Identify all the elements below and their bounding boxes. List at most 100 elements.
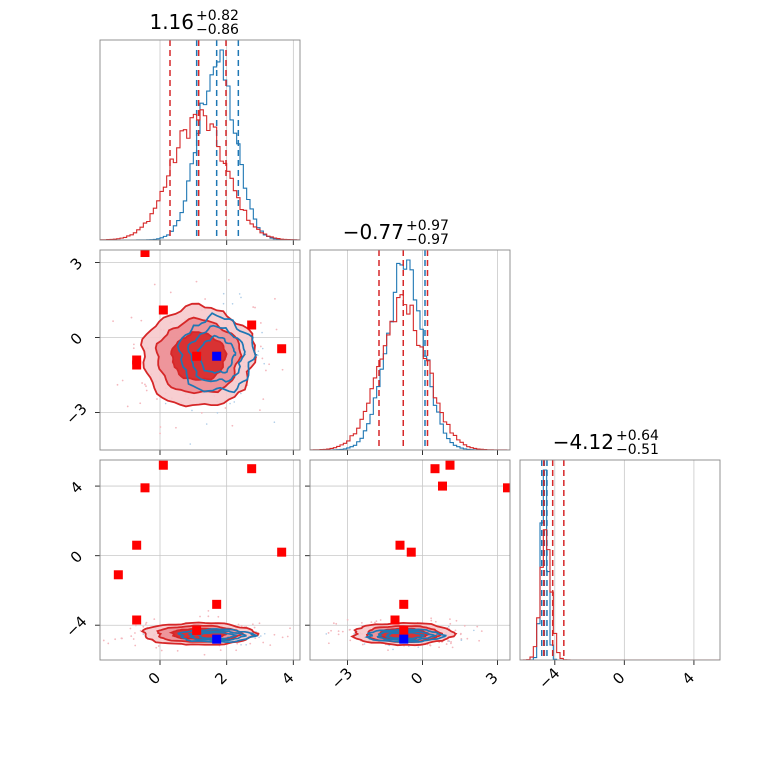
sample-point xyxy=(121,379,124,382)
red-marker xyxy=(132,355,142,365)
sample-point xyxy=(240,296,242,299)
sample-point xyxy=(259,409,261,412)
sample-point xyxy=(273,633,276,636)
sample-point xyxy=(281,636,284,639)
tick-label-x: 4 xyxy=(278,669,297,688)
hist-panel-3: −4 0 4 −4.12 +0.64−0.51 xyxy=(519,428,721,693)
sample-point xyxy=(107,642,110,645)
sample-point xyxy=(157,645,160,647)
density-contour-blue xyxy=(376,630,438,642)
density-group xyxy=(325,460,510,652)
sample-point xyxy=(325,633,328,635)
sample-point xyxy=(130,635,133,638)
sample-point xyxy=(450,641,452,643)
sample-point xyxy=(160,649,163,652)
blue-marker xyxy=(212,351,222,361)
sample-point xyxy=(121,637,123,640)
sample-point xyxy=(286,635,289,638)
param-title-2-value: −0.77 xyxy=(343,220,404,244)
sample-point xyxy=(265,369,267,372)
sample-point xyxy=(141,382,144,384)
sample-point xyxy=(445,643,448,645)
sample-point xyxy=(281,368,284,371)
sample-point xyxy=(207,615,210,618)
param-title-1-plus: +0.82 xyxy=(196,8,239,24)
red-marker xyxy=(192,625,202,635)
sample-point xyxy=(222,302,225,305)
sample-point xyxy=(153,283,156,286)
sample-point xyxy=(301,365,303,367)
density-contour-blue xyxy=(177,628,258,644)
sample-point xyxy=(129,627,132,630)
sample-point xyxy=(330,629,332,632)
sample-point xyxy=(153,618,156,621)
sample-point xyxy=(145,389,148,392)
sample-point xyxy=(134,644,137,647)
hist-series-group xyxy=(100,40,300,240)
sample-point xyxy=(463,624,466,627)
blue-marker xyxy=(399,634,409,644)
sample-point xyxy=(219,649,222,652)
sample-point xyxy=(144,383,146,386)
sample-point xyxy=(116,383,119,386)
param-title-2-minus: −0.97 xyxy=(406,232,449,248)
param-title-1-minus: −0.86 xyxy=(196,22,239,38)
tick-label-y: −4 xyxy=(62,612,90,640)
sample-point xyxy=(252,306,255,308)
tick-label-x: −3 xyxy=(328,664,356,692)
sample-point xyxy=(159,432,161,435)
red-marker xyxy=(399,599,409,609)
red-marker xyxy=(277,547,287,557)
sample-point xyxy=(159,426,162,428)
red-marker xyxy=(132,360,142,370)
tick-label-x: 0 xyxy=(609,669,628,688)
red-marker xyxy=(399,625,409,635)
sample-point xyxy=(262,641,265,644)
red-marker xyxy=(503,483,510,493)
sample-point xyxy=(258,636,260,639)
sample-point xyxy=(429,644,432,647)
tick-label-y: 3 xyxy=(67,254,86,273)
param-title-1-value: 1.16 xyxy=(149,10,194,34)
sample-point xyxy=(142,633,145,635)
sample-point xyxy=(361,643,364,646)
sample-point xyxy=(450,642,452,645)
sample-point xyxy=(130,316,133,319)
sample-point xyxy=(169,291,172,294)
sample-point xyxy=(387,649,389,652)
tick-label-x: 0 xyxy=(145,669,164,688)
hist-series-group xyxy=(520,460,720,660)
sample-point xyxy=(353,633,355,635)
sample-point xyxy=(478,639,481,642)
sample-point xyxy=(263,362,265,365)
sample-point xyxy=(145,385,147,388)
sample-point xyxy=(245,644,247,646)
sample-point xyxy=(254,637,257,640)
red-marker xyxy=(113,570,123,580)
sample-point xyxy=(349,639,352,642)
sample-point xyxy=(430,617,433,620)
sample-point xyxy=(240,392,242,395)
sample-point xyxy=(199,615,201,618)
sample-point xyxy=(332,622,335,625)
density-contour-blue xyxy=(176,312,258,394)
sample-point xyxy=(448,640,451,643)
panel-frame xyxy=(99,459,301,661)
red-marker xyxy=(430,464,440,474)
sample-point xyxy=(235,649,238,652)
sample-point xyxy=(430,619,433,622)
sample-point xyxy=(236,642,239,645)
red-marker xyxy=(445,460,455,470)
sample-point xyxy=(455,619,458,622)
sample-point xyxy=(195,280,198,283)
sample-point xyxy=(144,623,147,626)
sample-point xyxy=(259,345,262,348)
sample-point xyxy=(257,354,259,357)
tick-label-x: 3 xyxy=(482,669,501,688)
sample-point xyxy=(222,292,225,295)
sample-point xyxy=(156,398,158,400)
sample-point xyxy=(476,625,479,628)
red-marker xyxy=(140,250,150,257)
sample-point xyxy=(142,625,145,628)
sample-point xyxy=(164,402,167,405)
